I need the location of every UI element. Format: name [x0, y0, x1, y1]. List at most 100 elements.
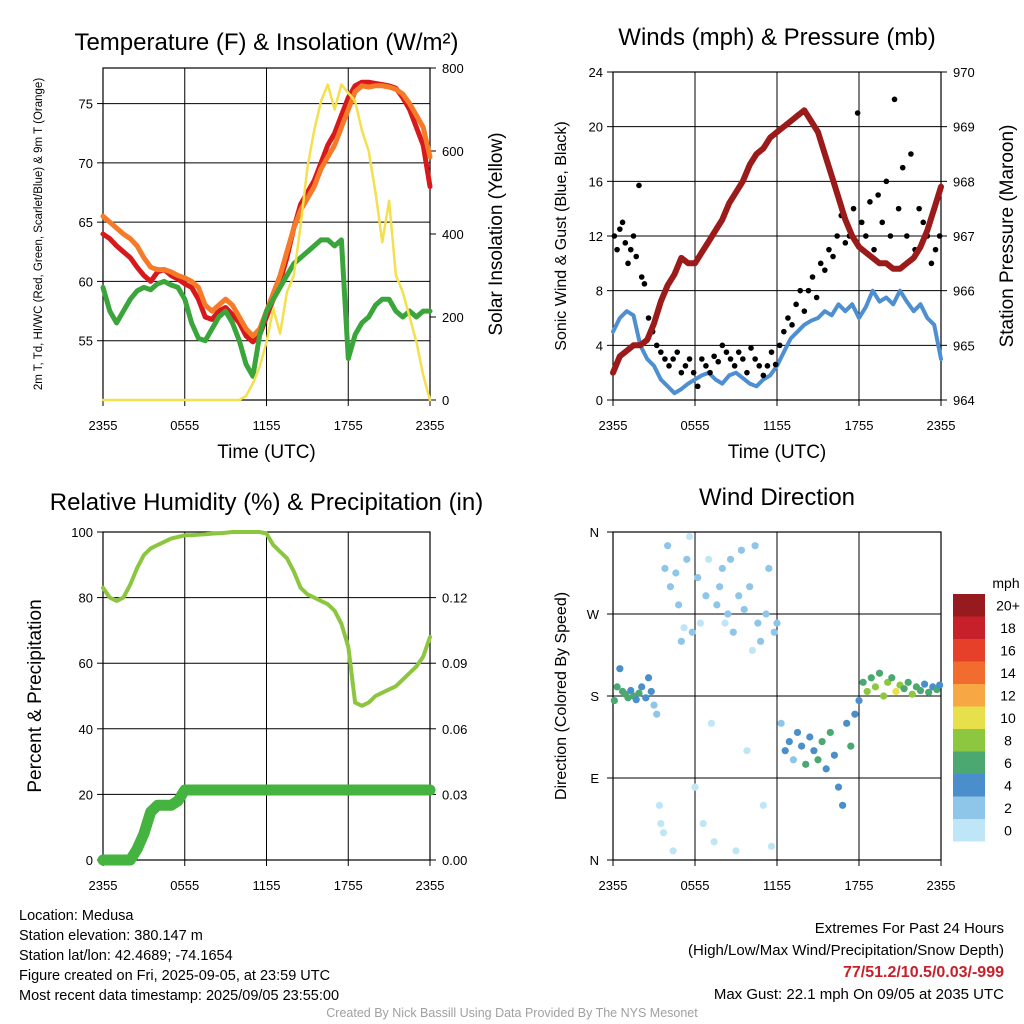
- wind-direction-point: [696, 619, 705, 627]
- y-axis-label-right: Station Pressure (Maroon): [997, 125, 1018, 348]
- y-tick-label-left: E: [590, 771, 599, 786]
- colorbar-label: 12: [1000, 687, 1016, 703]
- gust-point: [653, 342, 660, 349]
- wind-direction-point: [904, 678, 912, 686]
- wind-direction-point: [661, 564, 669, 573]
- gust-point: [932, 246, 939, 253]
- y-tick-label-right: 0.09: [442, 656, 467, 671]
- y-tick-label-left: 60: [79, 656, 93, 671]
- wind-direction-point: [657, 819, 665, 828]
- wind-direction-point: [793, 728, 802, 737]
- gust-point: [658, 349, 664, 355]
- x-tick-label: 1155: [253, 418, 281, 433]
- y-tick-label-left: 65: [79, 215, 93, 230]
- gust-point: [638, 274, 645, 280]
- gust-point: [617, 226, 623, 232]
- gust-point: [752, 356, 758, 362]
- x-tick-label: 2355: [599, 418, 628, 433]
- colorbar-swatch: [953, 616, 985, 639]
- wind-direction-point: [762, 610, 770, 618]
- chart-title: Relative Humidity (%) & Precipitation (i…: [50, 489, 483, 516]
- wind-direction-point: [685, 532, 694, 541]
- wind-direction-point: [683, 555, 691, 563]
- wind-direction-point: [721, 619, 729, 627]
- y-tick-label-left: 0: [596, 393, 603, 408]
- colorbar-swatch: [953, 796, 985, 819]
- wind-direction-point: [759, 801, 767, 809]
- gust-point: [887, 233, 894, 239]
- gust-point: [727, 356, 734, 362]
- wind-direction-point: [688, 628, 696, 636]
- wind-direction-point: [867, 674, 875, 682]
- wind-direction-point: [781, 747, 789, 755]
- y-tick-label-left: 20: [79, 787, 93, 802]
- gust-point: [723, 349, 730, 355]
- colorbar-swatch: [953, 684, 985, 707]
- x-tick-label: 1155: [763, 878, 791, 893]
- wind-direction-point: [743, 747, 751, 755]
- x-axis-label: Time (UTC): [217, 442, 316, 463]
- wind-direction-point: [680, 624, 688, 632]
- wind-direction-point: [642, 694, 650, 702]
- wind-direction-point: [650, 701, 658, 709]
- wind-direction-point: [822, 765, 830, 773]
- chart-panel-1: 2355 0555 1155 1755 2355 55 60 65 70 75 0 200 400 600…: [33, 29, 507, 463]
- y-tick-label-left: 70: [79, 156, 93, 171]
- wind-direction-point: [737, 546, 746, 554]
- wind-direction-point: [863, 687, 871, 696]
- created-text: Figure created on Fri, 2025-09-05, at 23…: [19, 968, 331, 984]
- wind-direction-point: [624, 694, 632, 702]
- gust-point: [735, 349, 742, 355]
- gust-point: [809, 274, 816, 280]
- colorbar-label: 0: [1004, 822, 1012, 838]
- series-line-td: [100, 237, 433, 379]
- gust-point: [891, 96, 898, 103]
- y-tick-label-right: 600: [442, 144, 464, 159]
- y-tick-label-left: 4: [596, 338, 603, 353]
- wind-direction-point: [694, 573, 702, 582]
- extremes-title: Extremes For Past 24 Hours: [814, 920, 1004, 937]
- y-axis-label-right: Solar Insolation (Yellow): [486, 132, 507, 335]
- max-gust-text: Max Gust: 22.1 mph On 09/05 at 2035 UTC: [713, 986, 1004, 1003]
- y-tick-label-right: 969: [953, 120, 975, 135]
- gust-point: [883, 178, 890, 185]
- gust-point: [858, 219, 865, 226]
- wind-direction-point: [925, 688, 933, 696]
- gust-point: [744, 369, 750, 376]
- gust-point: [842, 240, 849, 246]
- y-tick-label-left: 55: [79, 334, 93, 349]
- y-tick-label-left: W: [587, 607, 600, 622]
- y-tick-label-left: 24: [589, 65, 603, 80]
- series-line-precipitation: [97, 784, 436, 866]
- y-tick-label-right: 966: [953, 284, 975, 299]
- gust-point: [904, 233, 910, 239]
- wind-direction-point: [936, 681, 944, 689]
- chart-title: Wind Direction: [699, 484, 855, 511]
- gust-point: [830, 253, 836, 260]
- y-tick-label-right: 0.03: [442, 787, 467, 802]
- gust-point: [908, 151, 914, 157]
- wind-direction-point: [892, 687, 900, 696]
- x-axis-label: Time (UTC): [728, 442, 827, 463]
- series-line-solar-insolation: [101, 83, 432, 402]
- colorbar-label: 10: [1000, 710, 1016, 726]
- y-tick-label-left: N: [590, 853, 599, 868]
- wind-direction-point: [748, 646, 757, 655]
- x-tick-label: 1155: [763, 418, 791, 433]
- wind-direction-point: [724, 610, 732, 618]
- wind-direction-point: [810, 747, 818, 755]
- wind-direction-point: [699, 819, 707, 828]
- y-tick-label-right: 0.12: [442, 591, 467, 606]
- wind-direction-point: [666, 583, 675, 591]
- gust-point: [789, 322, 795, 328]
- wind-direction-point: [702, 592, 710, 600]
- y-tick-label-right: 964: [953, 393, 975, 408]
- wind-direction-point: [806, 733, 814, 741]
- y-tick-label-left: 75: [79, 97, 93, 112]
- gust-point: [879, 219, 886, 226]
- y-axis-label-left: Percent & Precipitation: [25, 599, 46, 792]
- x-tick-label: 0555: [681, 418, 710, 433]
- gust-point: [678, 369, 685, 376]
- y-tick-label-left: 8: [596, 284, 603, 299]
